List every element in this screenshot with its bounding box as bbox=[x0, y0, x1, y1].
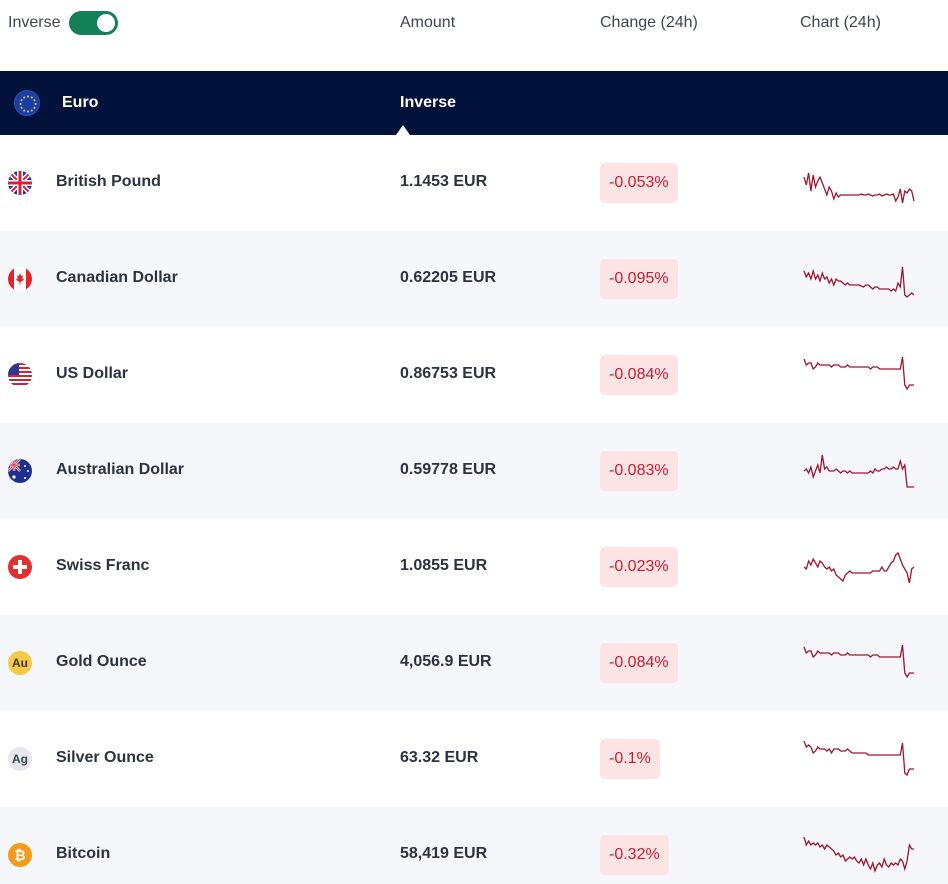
sparkline-chart bbox=[803, 172, 915, 204]
canada-flag-icon bbox=[8, 267, 32, 291]
sparkline-chart bbox=[803, 740, 914, 777]
mode-label: Inverse bbox=[400, 94, 457, 111]
swiss-flag-icon bbox=[8, 555, 32, 579]
inverse-toggle-group: Inverse bbox=[8, 11, 119, 35]
sparkline-chart bbox=[803, 551, 915, 584]
table-row[interactable]: Au Gold Ounce 4,056.9 EUR -0.084% bbox=[0, 615, 948, 711]
inverse-toggle[interactable] bbox=[69, 11, 119, 35]
sparkline-chart bbox=[803, 356, 914, 391]
australia-flag-icon bbox=[8, 459, 32, 483]
us-flag-icon bbox=[8, 363, 32, 387]
sparkline-chart bbox=[803, 454, 914, 488]
amount-value: 0.59778 EUR bbox=[400, 461, 497, 478]
mode-caret-icon bbox=[396, 125, 410, 135]
currency-name: Silver Ounce bbox=[56, 749, 154, 766]
currency-name: US Dollar bbox=[56, 365, 129, 382]
table-row[interactable]: ₿ Bitcoin 58,419 EUR -0.32% bbox=[0, 807, 948, 884]
currency-name: Australian Dollar bbox=[56, 461, 185, 478]
table-row[interactable]: Australian Dollar 0.59778 EUR -0.083% bbox=[0, 423, 948, 519]
uk-flag-icon bbox=[8, 171, 32, 195]
table-row[interactable]: US Dollar 0.86753 EUR -0.084% bbox=[0, 327, 948, 423]
amount-value: 58,419 EUR bbox=[400, 845, 488, 862]
change-badge: -0.095% bbox=[600, 259, 678, 299]
change-badge: -0.1% bbox=[600, 739, 660, 779]
gold-ounce-icon: Au bbox=[8, 651, 32, 675]
change-badge: -0.084% bbox=[600, 643, 678, 683]
currency-name: Bitcoin bbox=[56, 845, 111, 862]
table-row[interactable]: Canadian Dollar 0.62205 EUR -0.095% bbox=[0, 231, 948, 327]
amount-value: 4,056.9 EUR bbox=[400, 653, 492, 670]
inverse-toggle-label: Inverse bbox=[8, 14, 61, 31]
amount-value: 0.86753 EUR bbox=[400, 365, 497, 382]
table-row[interactable]: Ag Silver Ounce 63.32 EUR -0.1% bbox=[0, 711, 948, 807]
change-badge: -0.084% bbox=[600, 355, 678, 395]
amount-value: 0.62205 EUR bbox=[400, 269, 497, 286]
change-badge: -0.32% bbox=[600, 835, 669, 875]
currency-name: British Pound bbox=[56, 173, 161, 190]
change-badge: -0.083% bbox=[600, 451, 678, 491]
base-currency-name: Euro bbox=[62, 94, 99, 111]
currency-name: Gold Ounce bbox=[56, 653, 147, 670]
column-header-amount: Amount bbox=[400, 14, 456, 31]
amount-value: 1.0855 EUR bbox=[400, 557, 488, 574]
column-header-chart: Chart (24h) bbox=[800, 14, 881, 31]
currency-name: Canadian Dollar bbox=[56, 269, 178, 286]
column-header-change: Change (24h) bbox=[600, 14, 698, 31]
change-badge: -0.053% bbox=[600, 163, 678, 203]
amount-value: 1.1453 EUR bbox=[400, 173, 488, 190]
table-row[interactable]: British Pound 1.1453 EUR -0.053% bbox=[0, 135, 948, 231]
sparkline-chart bbox=[803, 836, 914, 874]
sparkline-chart bbox=[803, 266, 915, 298]
toggle-knob bbox=[97, 14, 116, 32]
bitcoin-icon: ₿ bbox=[8, 843, 32, 867]
table-row[interactable]: Swiss Franc 1.0855 EUR -0.023% bbox=[0, 519, 948, 615]
sparkline-chart bbox=[803, 644, 914, 679]
currency-name: Swiss Franc bbox=[56, 557, 150, 574]
silver-ounce-icon: Ag bbox=[8, 747, 32, 771]
table-header: Inverse Amount Change (24h) Chart (24h) bbox=[0, 0, 948, 71]
base-currency-row[interactable]: Euro Inverse bbox=[0, 71, 948, 135]
amount-value: 63.32 EUR bbox=[400, 749, 479, 766]
eu-flag-icon bbox=[14, 90, 40, 116]
change-badge: -0.023% bbox=[600, 547, 678, 587]
